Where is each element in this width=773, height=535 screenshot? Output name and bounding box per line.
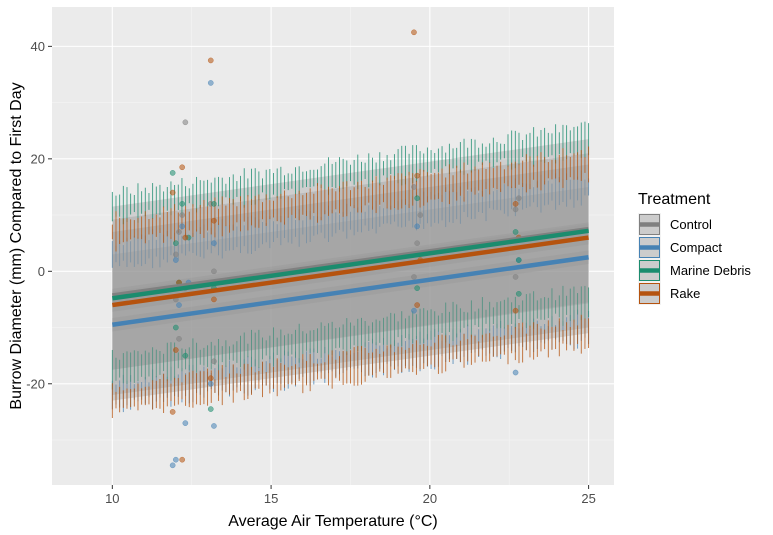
x-tick-label: 10 [105,491,119,506]
prediction-band-marine-debris [112,139,589,370]
data-point-rake [179,456,186,463]
data-point-rake [182,234,189,241]
data-point-marine-debris [414,195,420,202]
regression-line-marine-debris [112,228,589,301]
data-point-marine-debris [515,257,522,263]
legend-label-marine-debris: Marine Debris [670,263,751,278]
band-segments-rake [111,146,590,419]
data-point-rake [414,302,420,308]
data-point-marine-debris [414,285,420,292]
legend-key-compact [638,236,661,259]
data-point-rake [512,200,519,207]
x-tick-label: 25 [581,491,595,506]
x-tick-label: 20 [423,491,437,506]
data-point-compact [207,80,214,86]
regression-line-rake [112,235,589,308]
legend: Treatment Control Compact Marine Debris Rak… [638,191,751,305]
data-point-control [172,251,179,258]
data-point-compact [182,420,189,426]
data-point-control [179,212,186,218]
grid-major [52,7,614,485]
data-point-compact [211,423,217,429]
prediction-band-rake [112,164,589,401]
data-point-marine-debris [515,290,522,297]
data-point-compact [411,307,417,314]
legend-key-marine-debris [638,259,661,282]
data-point-control [176,229,182,235]
legend-label-rake: Rake [670,286,700,301]
data-point-rake [172,347,179,353]
data-point-compact [414,223,420,230]
data-point-rake [207,57,214,64]
data-point-control [515,195,522,202]
legend-label-control: Control [670,217,712,232]
legend-key-control [638,213,661,236]
data-point-marine-debris [512,229,519,235]
data-point-compact [211,240,217,247]
data-point-control [417,212,424,218]
x-tick-label: 15 [264,491,278,506]
x-axis-title: Average Air Temperature (°C) [228,513,437,530]
y-tick-label: -20 [26,376,45,391]
data-point-rake [179,164,186,171]
data-point-compact [512,369,519,376]
data-point-compact [172,257,179,263]
data-point-rake [211,296,217,303]
data-point-marine-debris [211,200,217,207]
data-point-compact [207,380,214,387]
data-point-rake [169,409,176,415]
data-point-control [512,274,519,280]
data-point-control [182,119,189,126]
data-point-rake [169,189,176,196]
data-point-marine-debris [182,352,189,359]
data-point-rake [207,375,214,382]
data-point-compact [172,456,179,463]
data-point-marine-debris [169,170,176,176]
y-tick-label: 0 [38,264,45,279]
regression-line-compact [112,255,589,327]
data-point-compact [179,223,186,230]
grid-minor [52,7,614,485]
data-point-control [211,268,217,275]
data-point-control [414,240,420,247]
y-tick-label: 20 [31,151,45,166]
legend-label-compact: Compact [670,240,722,255]
y-tick-label: 40 [31,39,45,54]
data-point-rake [211,217,217,224]
data-point-control [211,358,217,365]
data-point-compact [169,462,176,469]
data-point-control [411,184,417,190]
axes: 10 15 20 25 -20 0 20 40 [26,39,596,506]
data-point-compact [176,302,182,308]
regression-line-layer [112,226,589,327]
data-point-rake [414,172,420,179]
data-point-rake [512,307,519,314]
data-point-control [512,206,519,213]
data-point-marine-debris [172,240,179,247]
data-point-control [176,335,182,342]
data-point-marine-debris [179,200,186,207]
y-axis-title: Burrow Diameter (mm) Compared to First D… [8,82,25,409]
data-point-rake [411,29,417,36]
legend-key-rake [638,282,661,305]
data-point-marine-debris [172,324,179,331]
data-point-marine-debris [207,406,214,412]
legend-title: Treatment [638,191,711,208]
data-point-control [411,274,417,280]
